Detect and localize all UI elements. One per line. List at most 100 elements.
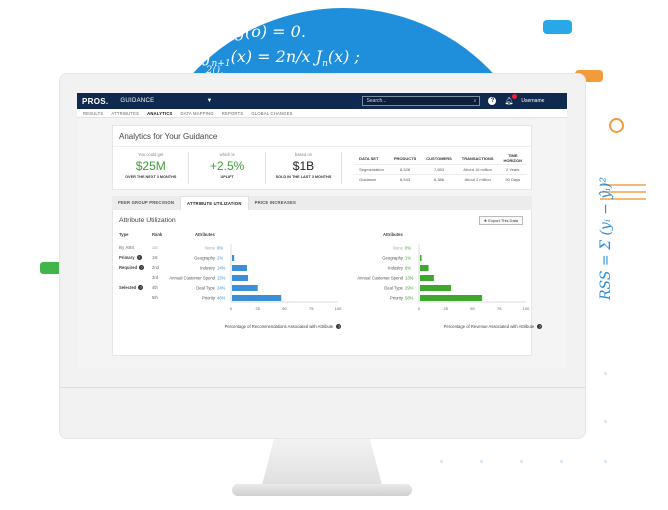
tab-bar: PEER GROUP PRECISION ATTRIBUTE UTILIZATIO… [112,196,532,210]
nav-item-data-mapping[interactable]: DATA MAPPING [180,110,214,116]
kpi-value: $25M [135,159,166,173]
category-label: Geography [194,256,216,261]
type-label: Primary? [119,255,142,260]
value-label: 24% [217,286,226,291]
bar [232,265,247,271]
bar [420,275,434,281]
tab-attribute-utilization[interactable]: ATTRIBUTE UTILIZATION [180,196,249,210]
tab-price-increases[interactable]: PRICE INCREASES [254,200,296,205]
table-cell: About 16 million [456,164,499,175]
x-tick-label: 0 [230,306,233,311]
type-header: Type [119,232,129,237]
page-title: Analytics for Your Guidance [113,126,531,147]
value-label: 13% [405,276,414,281]
table-cell: About 2 million [456,174,499,184]
kpi-subtext: SOLD IN THE LAST 3 MONTHS [275,175,332,179]
table-cell: Segmentation [354,164,389,175]
dataset-table: DATA SET PRODUCTS CUSTOMERS TRANSACTIONS TIM… [354,152,527,184]
rank-label: 3rd [152,275,159,280]
monitor-bezel [59,387,586,388]
decor-dot [604,372,607,375]
nav-item-analytics[interactable]: ANALYTICS [147,110,173,116]
x-tick-label: 100 [523,306,530,311]
value-label: 46% [217,296,226,301]
x-tick-label: 25 [256,306,261,311]
category-label: Deal Type [196,286,215,291]
nav-item-global-changes[interactable]: GLOBAL CHANGES [251,110,293,116]
decor-dot [604,420,607,423]
revenue-chart-title: Attributes [383,232,403,237]
search-input[interactable]: Search... ⌕ [362,96,481,106]
value-label: 0% [217,246,223,251]
value-label: 2% [217,256,223,261]
module-selector[interactable]: GUIDANCE [120,98,155,104]
formula-line-2: (x) + Jn+1(x) = 2n/x Jn(x) ; [160,47,360,70]
help-icon[interactable]: ? [488,97,497,105]
bell-icon[interactable]: 🔔︎ [504,94,518,105]
table-header: TRANSACTIONS [461,155,494,161]
app-topbar: PROS. GUIDANCE ▼ Search... ⌕ ? 🔔︎ Userna… [77,93,567,109]
bar [420,265,429,271]
chevron-down-icon[interactable]: ▼ [206,98,213,104]
table-cell: 90 Days [498,174,527,184]
help-icon[interactable]: ? [139,265,145,270]
kpi-value: +2.5% [209,159,245,173]
search-placeholder: Search... [366,98,387,104]
value-label: 0% [405,246,411,251]
search-icon[interactable]: ⌕ [473,98,477,104]
bar [232,285,258,291]
kpi-value: $1B [292,159,315,173]
revenue-axis-label: Percentage of Revenue Associated with At… [443,324,543,329]
section-title: Attribute Utilization [119,217,176,224]
category-label: Geography [382,256,404,261]
pros-logo[interactable]: PROS. [82,96,109,106]
category-label: Priority [202,296,216,301]
help-icon[interactable]: ? [138,285,144,290]
category-label: Priority [390,296,404,301]
category-label: Deal Type [384,286,403,291]
tab-peer-group-precision[interactable]: PEER GROUP PRECISION [118,200,175,205]
value-label: 1% [405,256,411,261]
category-label: Industry [200,266,216,271]
kpi-0: You could get $25M OVER THE NEXT 3 MONTHS [117,152,184,184]
x-tick-label: 0 [418,306,421,311]
value-label: 58% [405,296,414,301]
table-header: TIME HORIZON [503,153,522,163]
decor-dot [604,460,607,463]
kpi-row: You could get $25M OVER THE NEXT 3 MONTHS w… [113,147,531,189]
nav-item-reports[interactable]: REPORTS [221,110,244,116]
attribute-utilization-panel: Attribute Utilization ★ Export This Data… [112,210,543,356]
formula-line-3: 2(), [206,65,224,76]
bar [232,295,282,301]
kpi-caption: You could get [138,152,164,157]
main-content: Analytics for Your Guidance You could ge… [112,125,543,356]
type-label: By ABS [119,245,135,250]
help-icon[interactable]: ? [136,255,142,260]
bar [420,255,422,261]
nav-item-results[interactable]: RESULTS [83,110,104,116]
value-label: 14% [217,266,226,271]
star-icon: ★ [483,218,489,223]
table-cell: 6,386 [421,174,457,184]
table-header: PRODUCTS [393,155,417,161]
bar [420,285,452,291]
value-label: 15% [217,276,226,281]
export-button[interactable]: ★ Export This Data [478,216,523,225]
table-cell: 2 Years [498,164,527,175]
x-tick-label: 25 [444,306,449,311]
recommendations-axis-label: Percentage of Recommendations Associated… [224,324,342,329]
x-tick-label: 100 [335,306,342,311]
category-label: None [205,246,216,251]
rank-header: Rank [152,232,163,237]
rank-label: 1st [152,255,158,260]
x-tick-label: 50 [470,306,475,311]
decor-dot [440,460,443,463]
nav-bar: RESULTS ATTRIBUTES ANALYTICS DATA MAPPING RE… [77,109,567,118]
nav-item-attributes[interactable]: ATTRIBUTES [111,110,140,116]
table-row: Segmentation 8,526 7,653 About 16 million 2 … [354,164,527,175]
category-label: Industry [388,266,404,271]
username[interactable]: Username [521,98,545,104]
formula-line-1: /(o)r + g(o) = 0. [176,22,306,41]
decor-dot [520,460,523,463]
